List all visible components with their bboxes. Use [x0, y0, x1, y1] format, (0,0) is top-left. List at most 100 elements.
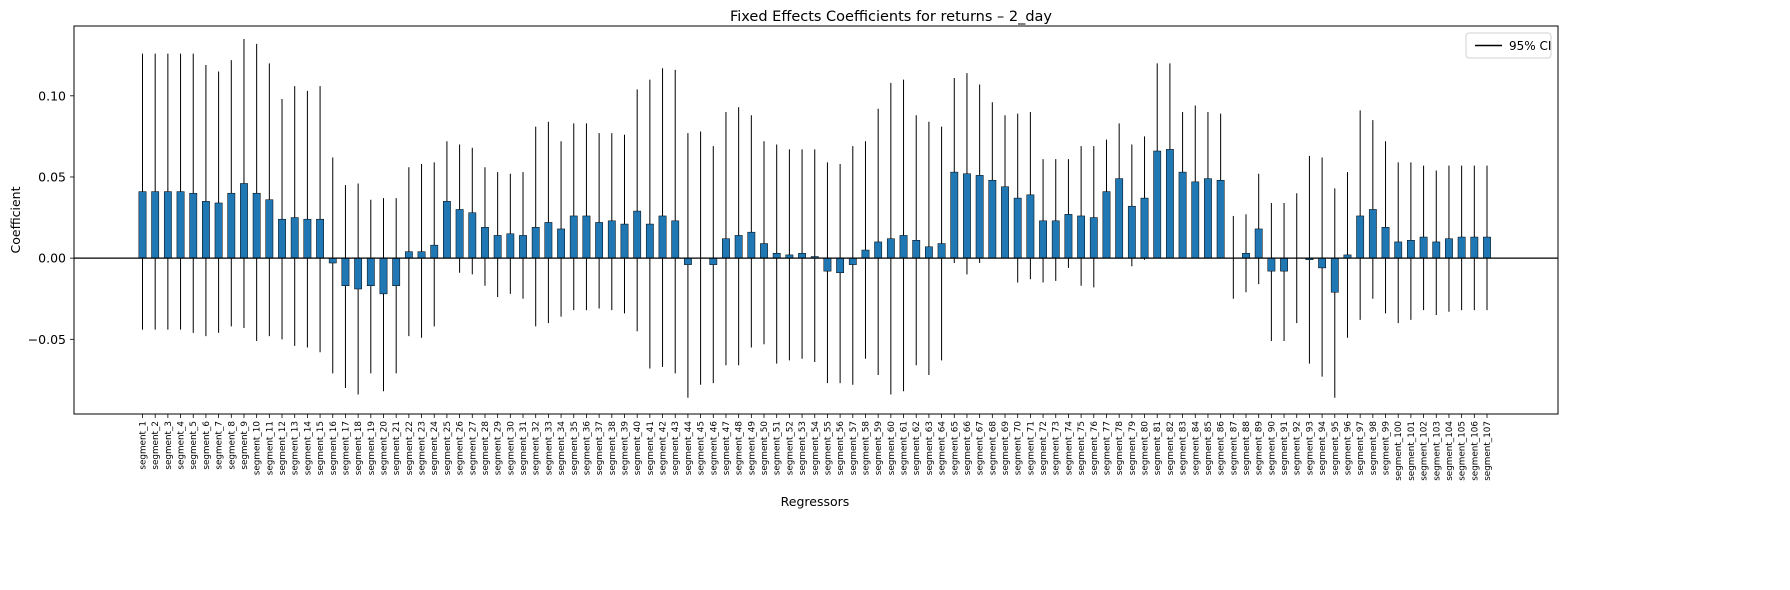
- bar-segment_50: [760, 243, 768, 259]
- bar-segment_22: [404, 251, 413, 259]
- bar-segment_102: [1419, 236, 1428, 259]
- bar-segment_34: [557, 228, 565, 259]
- bar-segment_2: [151, 191, 160, 259]
- bar-segment_44: [684, 257, 692, 265]
- x-tick-label: segment_32: [532, 421, 542, 475]
- bar-segment_49: [747, 231, 756, 259]
- x-tick-label: segment_31: [519, 421, 529, 475]
- x-tick-label: segment_101: [1407, 421, 1417, 481]
- bar-segment_27: [468, 212, 477, 259]
- x-tick-label: segment_17: [341, 421, 351, 475]
- x-tick-label: segment_40: [633, 421, 643, 476]
- bar-segment_17: [341, 257, 350, 286]
- x-tick-label: segment_63: [925, 421, 935, 475]
- x-tick-label: segment_82: [1166, 421, 1176, 475]
- x-tick-label: segment_22: [405, 421, 415, 475]
- x-tick-label: segment_35: [570, 421, 580, 475]
- x-tick-label: segment_78: [1115, 421, 1125, 475]
- x-tick-label: segment_74: [1064, 421, 1074, 476]
- x-tick-label: segment_75: [1077, 421, 1087, 475]
- x-tick-label: segment_91: [1280, 421, 1290, 475]
- x-tick-label: segment_25: [443, 421, 453, 475]
- bar-segment_71: [1026, 194, 1035, 259]
- x-tick-label: segment_90: [1267, 421, 1277, 476]
- bar-segment_12: [278, 218, 286, 259]
- x-tick-label: segment_62: [912, 421, 922, 475]
- x-tick-label: segment_60: [887, 421, 897, 476]
- x-tick-label: segment_23: [418, 421, 428, 475]
- y-tick-label: 0.05: [38, 169, 66, 184]
- x-tick-label: segment_48: [735, 421, 745, 475]
- x-tick-label: segment_103: [1432, 421, 1442, 481]
- legend: 95% CI: [1465, 32, 1552, 59]
- bar-segment_76: [1089, 217, 1098, 259]
- bar-segment_99: [1381, 227, 1390, 259]
- bar-segment_103: [1432, 241, 1441, 259]
- bar-segment_95: [1330, 257, 1339, 293]
- bar-segment_35: [569, 215, 578, 259]
- x-tick-label: segment_71: [1026, 421, 1036, 475]
- bar-segment_47: [722, 238, 730, 259]
- bar-segment_20: [379, 257, 388, 295]
- x-tick-label: segment_14: [303, 421, 313, 476]
- x-tick-label: segment_97: [1356, 421, 1366, 475]
- x-tick-label: segment_85: [1204, 421, 1214, 475]
- bar-segment_105: [1457, 236, 1466, 259]
- x-tick-label: segment_83: [1179, 421, 1189, 475]
- x-tick-label: segment_99: [1382, 421, 1392, 475]
- x-tick-label: segment_28: [481, 421, 491, 475]
- x-tick-label: segment_58: [861, 421, 871, 475]
- bar-segment_42: [658, 215, 667, 259]
- x-tick-label: segment_72: [1039, 421, 1049, 475]
- bar-segment_104: [1445, 238, 1453, 259]
- x-tick-label: segment_57: [849, 421, 859, 475]
- x-tick-label: segment_45: [697, 421, 707, 475]
- x-tick-label: segment_24: [430, 421, 440, 476]
- x-tick-label: segment_19: [367, 421, 377, 475]
- bar-segment_85: [1204, 178, 1212, 259]
- x-tick-label: segment_26: [456, 421, 466, 476]
- bar-segment_70: [1013, 197, 1022, 259]
- errorbars-layer: [142, 38, 1488, 398]
- x-tick-label: segment_100: [1394, 421, 1404, 481]
- x-tick-label: segment_67: [976, 421, 986, 475]
- bar-segment_67: [975, 175, 984, 259]
- bar-segment_86: [1216, 179, 1225, 259]
- bar-segment_5: [189, 192, 198, 259]
- bar-segment_91: [1280, 257, 1288, 272]
- x-tick-label: segment_54: [811, 421, 821, 476]
- chart-title: Fixed Effects Coefficients for returns –…: [730, 9, 1052, 25]
- x-tick-label: segment_30: [506, 421, 516, 476]
- bar-segment_28: [481, 227, 489, 259]
- bar-segment_24: [430, 244, 439, 259]
- bar-segment_64: [937, 243, 946, 259]
- bar-segment_55: [823, 257, 832, 272]
- bar-segment_10: [252, 192, 261, 259]
- x-tick-label: segment_3: [164, 421, 174, 470]
- x-tick-label: segment_15: [316, 421, 326, 475]
- bar-segment_31: [519, 235, 527, 259]
- x-tick-label: segment_86: [1217, 421, 1227, 476]
- bars-layer: [138, 149, 1491, 295]
- bar-segment_88: [1242, 253, 1250, 259]
- bar-segment_90: [1267, 257, 1276, 272]
- bar-segment_8: [227, 192, 236, 259]
- bar-segment_11: [265, 199, 274, 259]
- x-tick-label: segment_80: [1141, 421, 1151, 476]
- x-tick-label: segment_69: [1001, 421, 1011, 475]
- bar-segment_106: [1470, 236, 1479, 259]
- bar-segment_9: [240, 183, 248, 259]
- bar-segment_41: [645, 223, 654, 259]
- y-axis-label: Coefficient: [8, 186, 23, 253]
- bar-segment_61: [899, 235, 908, 259]
- bar-segment_39: [620, 223, 629, 259]
- x-tick-label: segment_9: [240, 421, 250, 470]
- bar-segment_83: [1178, 171, 1187, 259]
- bar-segment_30: [506, 233, 515, 259]
- bar-segment_80: [1140, 197, 1149, 259]
- legend-box: [1465, 32, 1552, 59]
- bar-segment_23: [417, 251, 426, 259]
- x-tick-label: segment_66: [963, 421, 973, 476]
- x-tick-label: segment_107: [1483, 421, 1493, 481]
- x-tick-label: segment_56: [836, 421, 846, 476]
